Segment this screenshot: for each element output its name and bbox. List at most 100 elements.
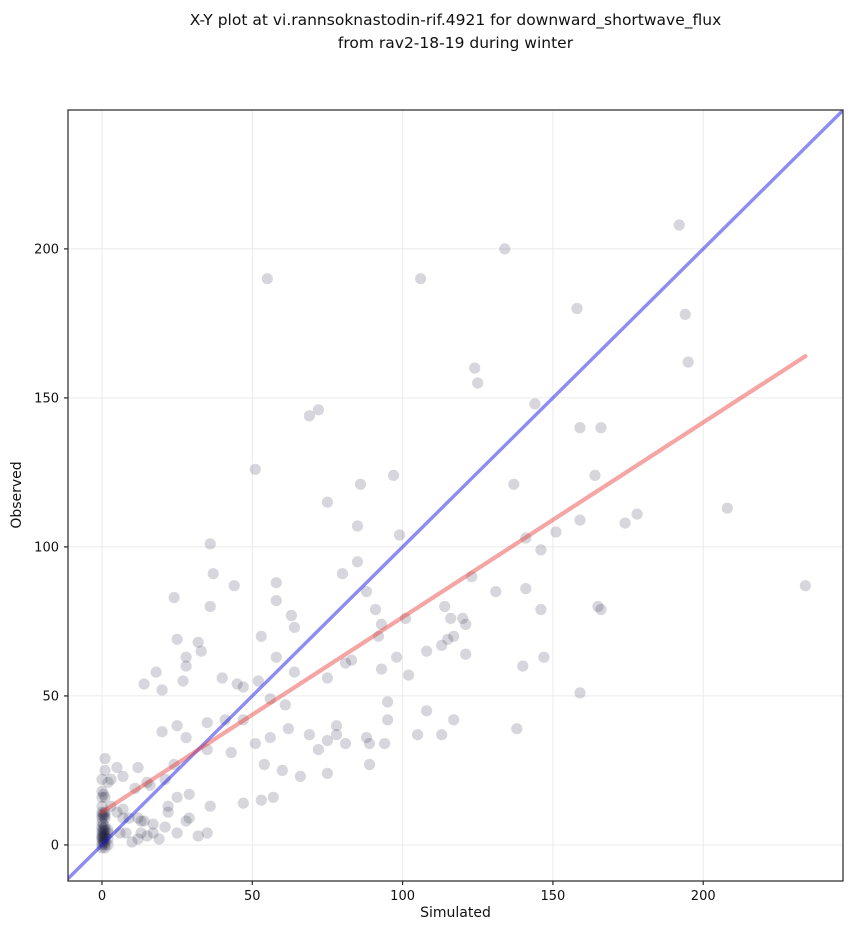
identity-line (68, 110, 843, 881)
y-tick-label: 0 (51, 838, 59, 853)
scatter-point (445, 612, 457, 625)
scatter-point (180, 651, 192, 663)
scatter-point (270, 577, 282, 589)
scatter-point (379, 738, 391, 750)
scatter-point (105, 773, 117, 786)
scatter-point (264, 693, 276, 705)
scatter-point (99, 809, 111, 821)
scatter-point (421, 705, 433, 717)
scatter-point (147, 818, 159, 830)
scatter-point (99, 791, 111, 803)
scatter-point (237, 714, 249, 726)
scatter-point (321, 735, 333, 747)
scatter-point (303, 410, 315, 422)
scatter-point (721, 502, 733, 514)
scatter-point (144, 779, 156, 791)
scatter-point (96, 800, 108, 812)
scatter-point (111, 806, 123, 818)
scatter-point (535, 603, 547, 616)
x-tick-label: 100 (390, 889, 415, 904)
scatter-point (228, 580, 240, 592)
scatter-point (132, 812, 144, 824)
scatter-point (171, 720, 183, 732)
scatter-point (183, 812, 195, 824)
scatter-point (99, 839, 111, 851)
y-tick-label: 50 (42, 689, 59, 704)
chart-title-line2: from rav2-18-19 during winter (337, 34, 574, 53)
scatter-point (312, 744, 324, 756)
scatter-point (135, 827, 147, 839)
scatter-point (592, 600, 604, 613)
x-tick-label: 0 (98, 889, 106, 904)
scatter-point (538, 651, 550, 663)
scatter-point (216, 672, 228, 684)
scatter-point (97, 811, 110, 823)
scatter-point (321, 496, 333, 508)
scatter-point (180, 732, 192, 744)
scatter-point (204, 600, 216, 613)
scatter-point (252, 675, 264, 687)
scatter-point (288, 621, 300, 634)
scatter-point (303, 729, 315, 741)
scatter-point (195, 645, 207, 657)
scatter-point (436, 729, 448, 741)
scatter-point (138, 678, 150, 690)
scatter-point (261, 273, 273, 285)
scatter-point (102, 776, 114, 789)
scatter-point (288, 666, 300, 678)
scatter-point (120, 827, 132, 839)
scatter-point (156, 684, 168, 696)
scatter-point (132, 833, 144, 845)
scatter-point (436, 639, 448, 651)
scatter-point (799, 580, 812, 592)
scatter-point (282, 723, 294, 735)
scatter-point (490, 586, 502, 598)
scatter-point (99, 806, 111, 818)
scatter-point (99, 824, 111, 836)
scatter-point (511, 723, 523, 735)
scatter-point (96, 830, 108, 842)
plot-border (67, 109, 844, 882)
scatter-point (138, 815, 150, 827)
scatter-point (412, 729, 424, 741)
scatter-point (388, 469, 400, 481)
y-tick-label: 150 (34, 391, 59, 406)
chart-title-line1: X-Y plot at vi.rannsoknastodin-rif.4921 … (189, 11, 722, 29)
scatter-point (96, 806, 108, 818)
scatter-point (171, 791, 183, 803)
scatter-point (162, 806, 174, 818)
scatter-point (231, 678, 243, 690)
scatter-point (99, 821, 111, 833)
scatter-point (673, 219, 685, 231)
scatter-point (631, 508, 643, 520)
scatter-point (135, 815, 147, 827)
scatter-point (321, 672, 333, 684)
scatter-point (177, 675, 189, 687)
scatter-point (150, 666, 162, 678)
scatter-point (330, 729, 343, 741)
scatter-point (682, 356, 694, 368)
scatter-point (499, 243, 511, 255)
scatter-point (360, 586, 373, 598)
scatter-point (363, 758, 376, 771)
scatter-point (574, 422, 586, 434)
scatter-point (168, 758, 180, 771)
scatter-point (249, 738, 261, 750)
scatter-point (619, 517, 631, 529)
scatter-point (237, 797, 249, 809)
scatter-point (162, 800, 174, 812)
regression-line (99, 354, 808, 815)
scatter-point (180, 660, 192, 672)
scatter-point (219, 714, 231, 726)
scatter-point (508, 478, 520, 490)
y-tick-label: 100 (34, 540, 59, 555)
scatter-point (336, 568, 349, 580)
scatter-point (517, 660, 529, 672)
scatter-point (466, 571, 478, 583)
scatter-point (255, 630, 267, 642)
scatter-point (97, 822, 110, 835)
scatter-point (520, 583, 532, 595)
scatter-point (183, 788, 195, 800)
y-tick-label: 200 (34, 242, 59, 257)
